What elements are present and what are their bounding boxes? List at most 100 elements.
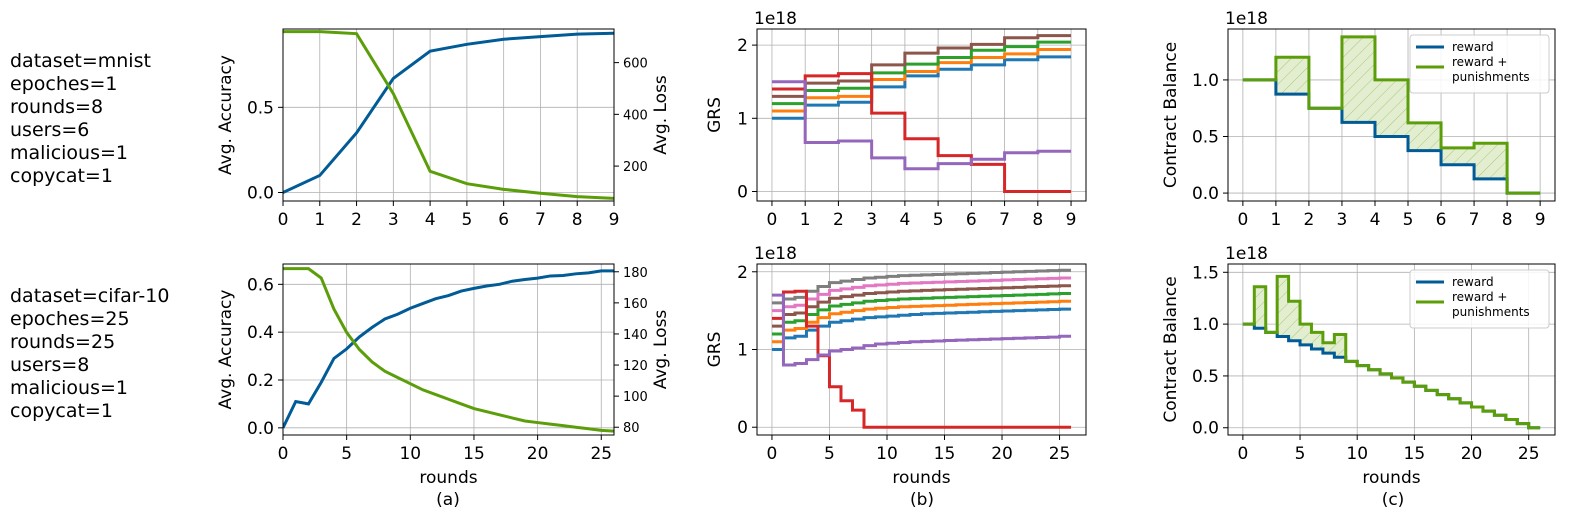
y-tick-label: 0.0 (247, 183, 274, 203)
x-tick-label: 2 (833, 210, 844, 230)
config-line: malicious=1 (10, 377, 129, 399)
x-tick-label: 0 (767, 444, 778, 464)
series-line-orange (771, 47, 1072, 113)
x-tick-label: 0 (278, 444, 289, 464)
x-tick-label: 25 (590, 444, 612, 464)
x-tick-label: 0 (1237, 210, 1248, 230)
x-tick-label: 1 (1270, 210, 1281, 230)
x-tick-label: 20 (991, 444, 1013, 464)
series-line-purple (771, 80, 1072, 171)
y2-tick-label: 600 (623, 57, 648, 72)
config-text-bottom: dataset=cifar-10 epoches=25 rounds=25 users… (10, 285, 169, 423)
plot-frame (1227, 28, 1556, 202)
x-tick-label: 5 (1295, 444, 1306, 464)
legend-label-punish: reward + (1452, 55, 1507, 69)
x-tick-label: 10 (399, 444, 421, 464)
config-line: users=6 (10, 119, 90, 141)
y-axis-label: Contract Balance (1161, 276, 1181, 422)
x-tick-label: 15 (463, 444, 485, 464)
series-line-gray (771, 268, 1072, 305)
config-line: dataset=cifar-10 (10, 285, 170, 307)
y-tick-label: 0.5 (1192, 367, 1219, 387)
y2-tick-label: 160 (623, 297, 648, 312)
series-line-brown (771, 34, 1072, 98)
x-tick-label: 1 (314, 210, 325, 230)
plot-frame (756, 263, 1087, 436)
x-tick-label: 9 (1066, 210, 1077, 230)
x-tick-label: 3 (1337, 210, 1348, 230)
series-line-loss (283, 30, 614, 200)
config-line: rounds=25 (10, 331, 116, 353)
y2-tick-label: 100 (623, 390, 648, 405)
series-line-reward (1242, 78, 1541, 195)
y-tick-label: 0.0 (1192, 184, 1219, 204)
y-axis-label: GRS (705, 97, 725, 133)
y2-tick-label: 180 (623, 266, 648, 281)
y-axis-label: GRS (705, 332, 725, 368)
legend-label-punish-2: punishments (1452, 70, 1530, 84)
fill-between-area (1242, 36, 1541, 194)
x-tick-label: 25 (1518, 444, 1540, 464)
config-line: copycat=1 (10, 165, 113, 187)
x-tick-label: 10 (876, 444, 898, 464)
config-line: rounds=8 (10, 96, 104, 118)
chart-panel-3: 0 5 10 15 20 25 0 1 2 GRS 1e18 rounds (705, 244, 1087, 488)
x-tick-label: 8 (1502, 210, 1513, 230)
config-line: epoches=1 (10, 73, 118, 95)
axis-offset-label: 1e18 (754, 244, 797, 264)
series-line-punish (1242, 35, 1541, 195)
series-line-acc (283, 269, 614, 429)
x-tick-label: 4 (899, 210, 910, 230)
legend-label-punish-2: punishments (1452, 305, 1530, 319)
x-tick-label: 25 (1049, 444, 1071, 464)
chart-panel-5: 0 5 10 15 20 25 0.0 0.5 1.0 1.5 Contract Balance 1e… (1161, 244, 1556, 488)
y-tick-label: 1.0 (1192, 315, 1219, 335)
series-line-brown (771, 284, 1072, 328)
series-line-red (771, 289, 1072, 429)
y2-tick-label: 200 (623, 160, 648, 175)
x-tick-label: 5 (341, 444, 352, 464)
x-tick-label: 20 (527, 444, 549, 464)
series-line-acc (283, 31, 614, 194)
series-line-green (771, 292, 1072, 336)
x-tick-label: 3 (866, 210, 877, 230)
y2-axis-label: Avg. Loss (651, 310, 671, 390)
x-tick-label: 2 (351, 210, 362, 230)
x-tick-label: 9 (609, 210, 620, 230)
x-tick-label: 4 (425, 210, 436, 230)
series-line-blue (771, 55, 1072, 120)
y-tick-label: 1 (737, 109, 748, 129)
legend-label-reward: reward (1452, 275, 1494, 289)
x-tick-label: 5 (933, 210, 944, 230)
x-tick-label: 0 (278, 210, 289, 230)
series-line-orange (771, 299, 1072, 344)
series-line-loss (283, 267, 614, 433)
x-axis-label: rounds (419, 468, 477, 488)
y2-tick-label: 140 (623, 328, 648, 343)
x-tick-label: 5 (1403, 210, 1414, 230)
x-tick-label: 8 (1032, 210, 1043, 230)
series-line-punish (1242, 274, 1541, 430)
x-tick-label: 6 (1436, 210, 1447, 230)
config-text-top: dataset=mnist epoches=1 rounds=8 users=6 mal… (10, 50, 151, 188)
legend-box (1409, 269, 1550, 329)
axis-offset-label: 1e18 (1225, 244, 1268, 264)
x-tick-label: 0 (767, 210, 778, 230)
y-tick-label: 1.5 (1192, 263, 1219, 283)
plot-frame (282, 28, 615, 202)
y-tick-label: 0.4 (247, 323, 274, 343)
x-tick-label: 5 (824, 444, 835, 464)
y-tick-label: 0 (737, 182, 748, 202)
y-tick-label: 0 (737, 418, 748, 438)
legend-box (1409, 34, 1550, 94)
config-line: copycat=1 (10, 400, 113, 422)
plot-frame (756, 28, 1087, 202)
legend-label-reward: reward (1452, 40, 1494, 54)
y-tick-label: 0.2 (247, 371, 274, 391)
y-axis-label: Contract Balance (1161, 42, 1181, 188)
axis-offset-label: 1e18 (754, 9, 797, 29)
series-line-red (771, 72, 1072, 193)
series-line-pink (771, 276, 1072, 313)
y2-tick-label: 80 (623, 421, 640, 436)
